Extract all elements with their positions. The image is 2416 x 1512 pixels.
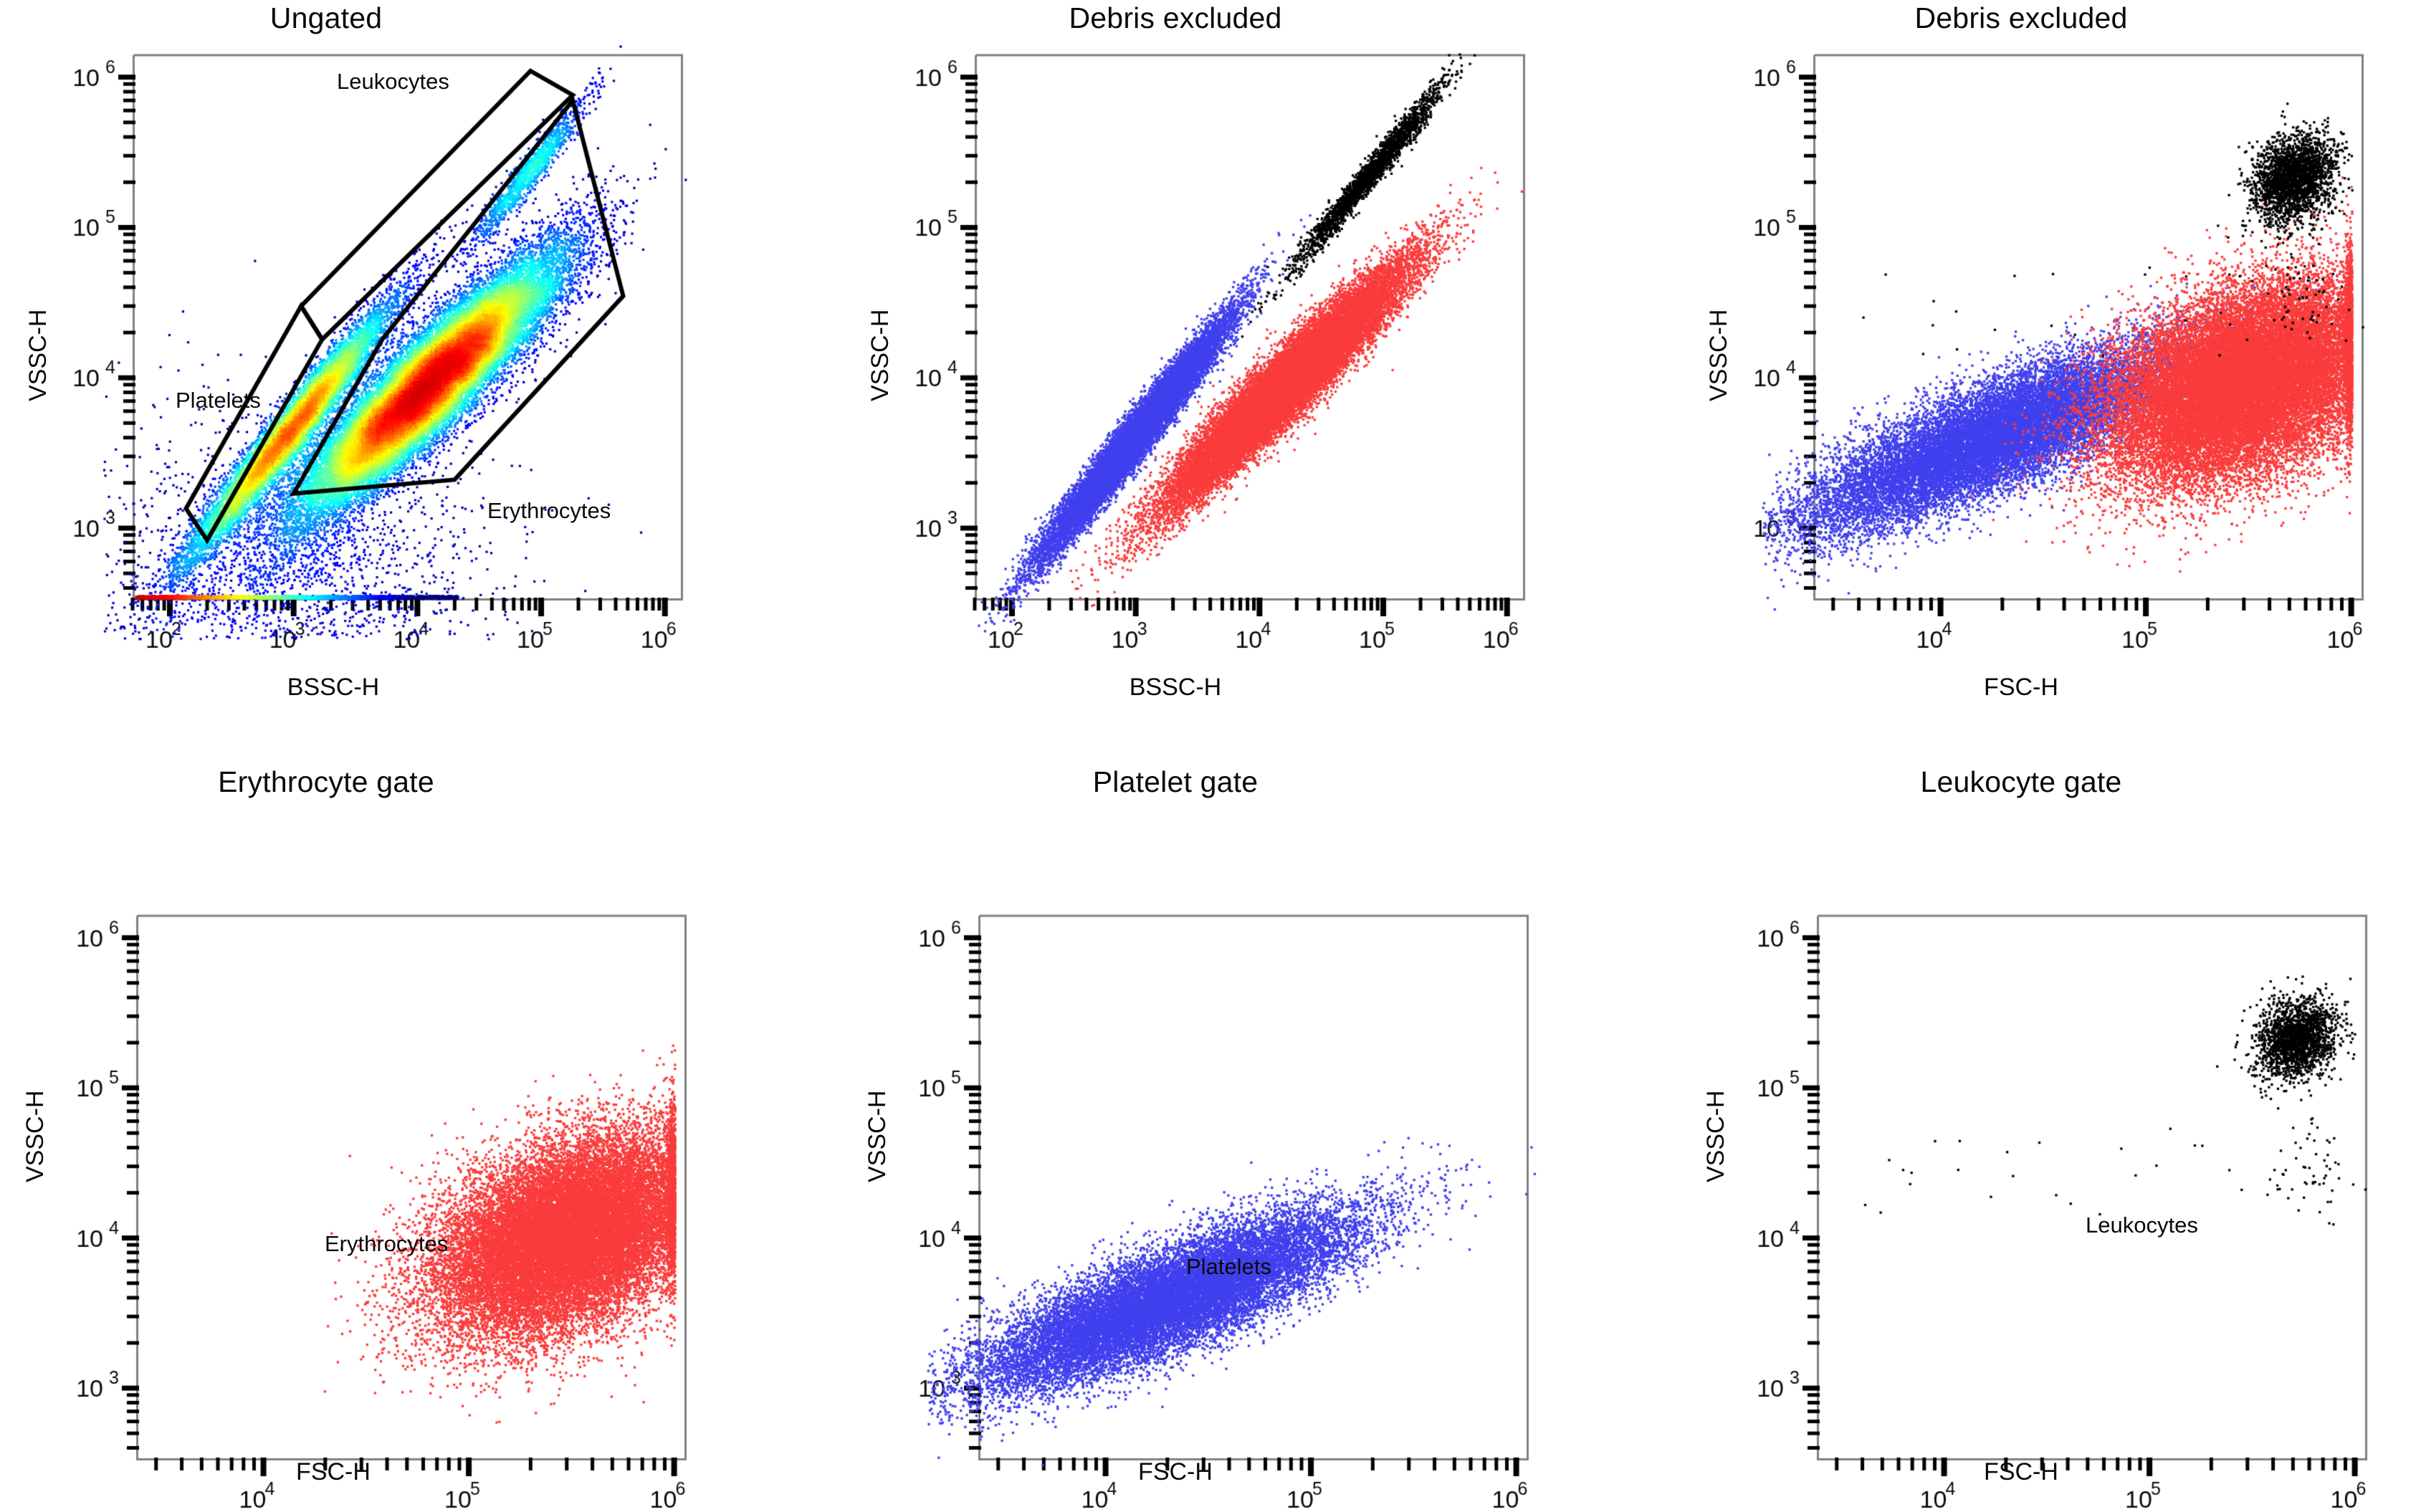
gate-label-platelets: Platelets: [176, 388, 261, 413]
gate-label-erythrocytes: Erythrocytes: [325, 1231, 449, 1256]
x-axis-label: FSC-H: [1984, 674, 2058, 701]
scatter-canvas: [0, 760, 810, 1512]
y-axis-label: VSSC-H: [866, 309, 894, 401]
scatter-canvas: [1681, 760, 2416, 1512]
panel-leukocyte-gate: Leukocyte gate VSSC-H FSC-H Leukocytes: [1681, 760, 2416, 1512]
scatter-canvas: [842, 0, 1652, 724]
y-axis-label: VSSC-H: [22, 1090, 49, 1182]
y-axis-label: VSSC-H: [24, 309, 52, 401]
panel-ungated: Ungated VSSC-H BSSC-H Leukocytes Platele…: [0, 0, 810, 724]
scatter-canvas: [0, 0, 810, 724]
gate-label-leukocytes: Leukocytes: [2086, 1212, 2198, 1238]
y-axis-label: VSSC-H: [864, 1090, 891, 1182]
panel-platelet-gate: Platelet gate VSSC-H FSC-H Platelets: [842, 760, 1652, 1512]
scatter-canvas: [1681, 0, 2416, 724]
gate-label-erythrocytes: Erythrocytes: [487, 498, 611, 523]
panel-debris-excluded-fsc: Debris excluded VSSC-H FSC-H: [1681, 0, 2416, 724]
panel-debris-excluded-bssc: Debris excluded VSSC-H BSSC-H: [842, 0, 1652, 724]
panel-erythrocyte-gate: Erythrocyte gate VSSC-H FSC-H Erythrocyt…: [0, 760, 810, 1512]
x-axis-label: BSSC-H: [1129, 674, 1222, 701]
y-axis-label: VSSC-H: [1702, 1090, 1729, 1182]
x-axis-label: FSC-H: [1138, 1458, 1213, 1485]
y-axis-label: VSSC-H: [1705, 309, 1732, 401]
x-axis-label: BSSC-H: [287, 674, 380, 701]
x-axis-label: FSC-H: [296, 1458, 371, 1485]
gate-label-platelets: Platelets: [1186, 1254, 1271, 1279]
scatter-canvas: [842, 760, 1652, 1512]
gate-label-leukocytes: Leukocytes: [337, 69, 449, 94]
x-axis-label: FSC-H: [1984, 1458, 2058, 1485]
